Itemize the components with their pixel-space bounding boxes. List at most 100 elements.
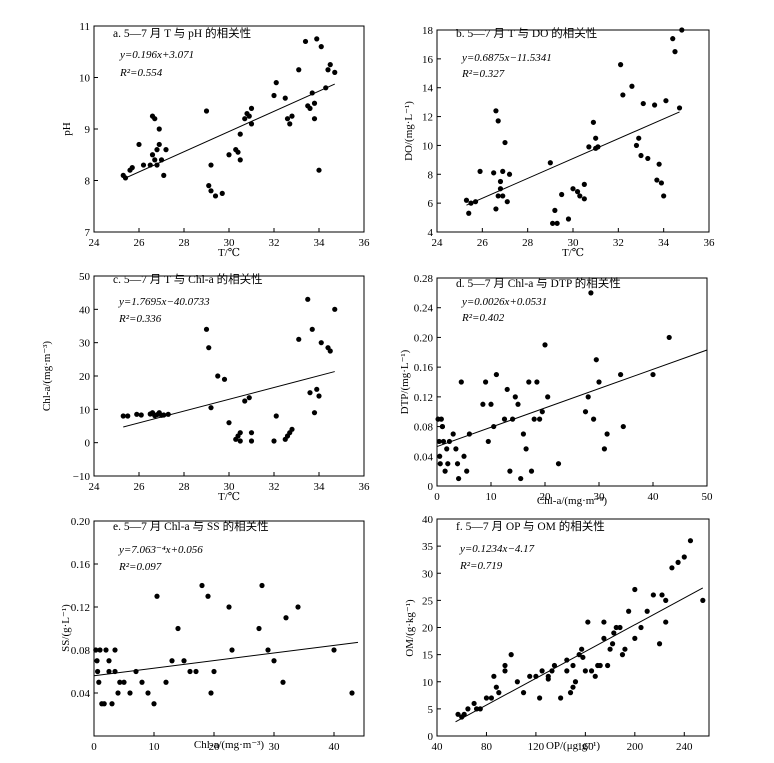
y-tick-label: 0 <box>428 731 434 743</box>
x-tick-label: 26 <box>134 481 146 493</box>
data-point <box>203 326 210 332</box>
data-point <box>156 141 162 148</box>
data-point <box>531 416 537 422</box>
x-tick-label: 28 <box>179 237 191 249</box>
data-point <box>483 379 489 385</box>
data-point <box>654 177 660 183</box>
data-point <box>229 647 235 653</box>
data-point <box>248 105 255 111</box>
data-point <box>205 593 211 599</box>
data-point <box>551 662 558 669</box>
data-point <box>158 157 165 163</box>
panel-a: 24 26 28 30 32 34 36 7 8 9 10 11 a. 5—7 月 T 与 pH 的相关… <box>61 21 370 259</box>
data-point <box>588 668 595 674</box>
data-point <box>620 423 626 430</box>
data-point <box>208 188 214 194</box>
data-point <box>136 141 142 148</box>
y-tick-label: 0.24 <box>414 303 434 315</box>
x-tick-label: 20 <box>209 741 221 753</box>
data-point <box>666 334 672 341</box>
data-point <box>650 592 656 598</box>
y-tick-label: 0.20 <box>414 332 434 344</box>
data-point <box>528 468 535 474</box>
y-tick-label: 30 <box>422 568 434 580</box>
x-tick-label: 10 <box>149 741 161 753</box>
data-point <box>96 679 102 685</box>
data-point <box>570 186 576 192</box>
data-point <box>645 155 651 162</box>
data-point <box>145 690 151 696</box>
data-point <box>493 108 499 114</box>
x-tick-label: 0 <box>91 741 97 753</box>
data-point <box>567 690 574 696</box>
data-point <box>605 662 611 669</box>
x-tick-label: 32 <box>269 237 280 249</box>
data-point <box>323 85 329 91</box>
r-squared: R²=0.097 <box>118 561 162 573</box>
data-point <box>349 690 355 696</box>
data-point <box>115 690 121 696</box>
data-point <box>626 608 632 614</box>
data-point <box>601 619 607 625</box>
data-point <box>125 413 131 419</box>
data-point <box>139 679 145 685</box>
data-point <box>559 191 565 198</box>
data-point <box>438 416 444 422</box>
data-point <box>446 438 453 445</box>
data-point <box>273 80 279 86</box>
data-point <box>588 290 594 296</box>
x-tick-label: 26 <box>477 237 489 249</box>
data-point <box>140 162 147 168</box>
data-point <box>488 401 494 407</box>
data-point <box>271 658 277 664</box>
regression-equation: y=0.0026x+0.0531 <box>461 296 547 308</box>
data-point <box>163 679 169 685</box>
regression-equation: y=0.196x+3.071 <box>119 49 194 61</box>
y-tick-label: 15 <box>422 650 434 662</box>
y-tick-label: 10 <box>79 73 91 85</box>
y-tick-label: 0.16 <box>71 559 91 571</box>
data-point <box>622 646 628 652</box>
data-point <box>307 105 313 111</box>
data-point <box>437 461 443 467</box>
data-point <box>296 336 302 342</box>
y-tick-label: 35 <box>422 541 434 553</box>
y-tick-label: 11 <box>79 21 90 33</box>
data-point <box>500 193 506 199</box>
x-axis-label: OP/(μg·g⁻¹) <box>546 740 600 752</box>
data-point <box>458 379 464 385</box>
data-point <box>332 69 338 75</box>
data-point <box>242 398 248 404</box>
data-point <box>331 647 337 653</box>
data-point <box>590 119 597 125</box>
data-point <box>161 172 167 178</box>
data-point <box>112 668 118 675</box>
x-tick-label: 24 <box>432 237 444 249</box>
x-tick-label: 36 <box>704 237 716 249</box>
data-point <box>581 181 587 187</box>
trend-line <box>436 349 708 448</box>
data-point <box>161 412 167 418</box>
data-point <box>127 690 133 696</box>
y-tick-label: 10 <box>79 404 91 416</box>
data-point <box>325 67 331 73</box>
data-point <box>138 412 144 418</box>
data-point <box>508 652 514 658</box>
data-point <box>206 345 212 351</box>
data-point <box>327 62 333 68</box>
data-point <box>526 379 532 385</box>
data-point <box>585 394 591 400</box>
y-tick-label: 0.08 <box>71 645 91 657</box>
data-point <box>491 170 497 176</box>
data-point <box>618 371 624 378</box>
y-tick-label: 0.08 <box>414 422 434 434</box>
x-tick-label: 24 <box>89 481 101 493</box>
data-point <box>152 157 158 163</box>
data-point <box>94 658 100 664</box>
data-point <box>248 430 255 436</box>
data-point <box>327 348 333 354</box>
data-point <box>617 624 623 631</box>
data-point <box>437 453 443 459</box>
data-point <box>203 108 210 114</box>
data-point <box>149 152 156 158</box>
